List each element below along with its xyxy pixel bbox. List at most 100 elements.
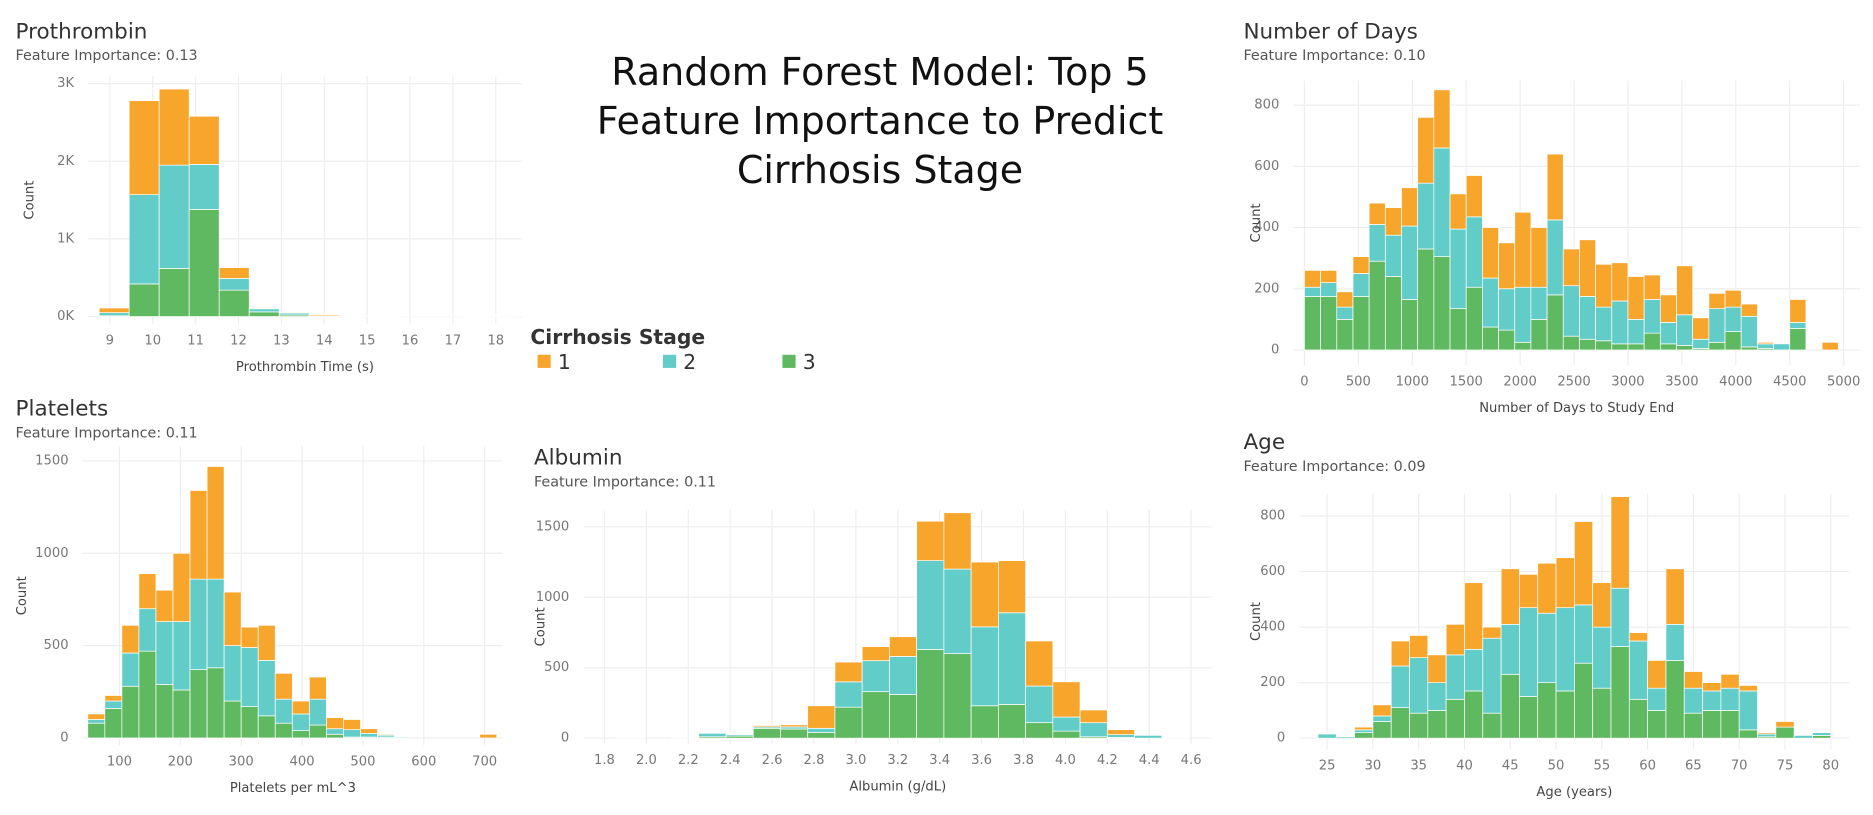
x-axis-label: Number of Days to Study End — [1479, 401, 1674, 416]
bar-segment — [1465, 216, 1483, 288]
bar-segment — [1134, 734, 1163, 739]
bar-segment — [698, 732, 727, 734]
bar-segment — [1368, 224, 1386, 262]
y-tick-label: 600 — [1260, 564, 1285, 579]
bar-segment — [257, 660, 276, 717]
x-tick-label: 2.6 — [762, 753, 783, 768]
bar-segment — [155, 621, 174, 685]
bar-segment — [1708, 292, 1726, 310]
x-tick-label: 3000 — [1611, 374, 1644, 389]
y-tick-label: 1000 — [536, 590, 569, 605]
x-tick-label: 18 — [487, 334, 504, 349]
bar-segment — [1724, 331, 1742, 351]
bar-segment — [158, 164, 190, 269]
bar-segment — [1738, 729, 1758, 739]
bar-segment — [752, 727, 781, 739]
bar-segment — [1595, 263, 1613, 308]
bar-segment — [1530, 286, 1548, 320]
y-tick-label: 800 — [1260, 509, 1285, 524]
chart-panel: Platelets Feature Importance: 0.11 0 500 100… — [15, 397, 503, 796]
y-tick-label: 0K — [57, 309, 74, 324]
bar-segment — [1352, 256, 1370, 274]
bar-segment — [223, 645, 242, 702]
bar-segment — [1708, 341, 1726, 351]
legend-label: 3 — [803, 350, 816, 374]
bar-segment — [218, 267, 250, 279]
bar-segment — [248, 308, 280, 313]
bar-segment — [394, 736, 412, 739]
bar-segment — [1659, 294, 1677, 323]
bar-segment — [1555, 607, 1575, 692]
bar-segment — [1052, 681, 1081, 718]
bar-segment — [1573, 521, 1594, 606]
bar-segment — [1500, 623, 1520, 675]
bar-segment — [104, 695, 123, 702]
bar-segment — [1628, 632, 1648, 642]
x-tick-label: 4.4 — [1139, 753, 1160, 768]
chart-subtitle: Feature Importance: 0.09 — [1243, 459, 1425, 475]
bar-segment — [916, 560, 945, 650]
bar-segment — [1610, 496, 1630, 589]
bar-segment — [1740, 346, 1758, 351]
bar-segment — [1775, 721, 1795, 728]
x-tick-label: 2.4 — [720, 753, 741, 768]
bar-segment — [1390, 640, 1410, 667]
x-tick-label: 4500 — [1773, 374, 1806, 389]
x-tick-label: 15 — [359, 334, 376, 349]
bar-segment — [218, 289, 250, 317]
bar-segment — [240, 706, 259, 739]
x-tick-label: 2000 — [1503, 374, 1536, 389]
bar-segment — [343, 729, 361, 738]
bar-segment — [1519, 607, 1539, 697]
x-tick-label: 3.2 — [887, 753, 908, 768]
bar-segment — [1417, 116, 1435, 184]
bar-segment — [1676, 314, 1694, 346]
bar-segment — [1775, 726, 1795, 739]
bar-segment — [1445, 698, 1465, 739]
y-axis-label: Count — [534, 607, 549, 646]
bar-segment — [1384, 207, 1402, 236]
bar-segment — [861, 660, 890, 693]
bar-segment — [1498, 329, 1516, 351]
bar-segment — [1724, 306, 1742, 332]
bar-segment — [671, 737, 700, 739]
x-tick-label: 10 — [144, 334, 161, 349]
x-tick-label: 25 — [1319, 759, 1336, 774]
x-tick-label: 700 — [472, 755, 497, 770]
y-tick-label: 0 — [1277, 731, 1285, 746]
bar-segment — [1433, 89, 1451, 149]
bar-segment — [1052, 716, 1081, 732]
bar-segment — [1665, 568, 1685, 625]
bar-segment — [1592, 687, 1612, 739]
bar-segment — [1592, 582, 1612, 628]
x-tick-label: 40 — [1456, 759, 1473, 774]
x-tick-label: 17 — [445, 334, 462, 349]
bar-segment — [1720, 710, 1740, 739]
bar-segment — [121, 624, 140, 654]
y-tick-label: 0 — [1271, 342, 1279, 357]
bar-segment — [326, 733, 344, 739]
bar-segment — [1692, 317, 1710, 340]
x-tick-label: 55 — [1593, 759, 1610, 774]
bar-segment — [1401, 225, 1419, 300]
bar-segment — [308, 698, 327, 726]
bar-segment — [128, 194, 160, 285]
bar-segment — [998, 612, 1026, 705]
bar-segment — [1592, 626, 1612, 689]
bar-segment — [223, 700, 242, 739]
bar-segment — [889, 694, 918, 739]
bar-segment — [1464, 582, 1484, 650]
bar-segment — [291, 700, 310, 715]
bar-segment — [1401, 187, 1419, 227]
bar-segment — [725, 733, 754, 736]
bar-segment — [1464, 690, 1484, 739]
bar-segment — [1537, 562, 1557, 614]
chart-subtitle: Feature Importance: 0.13 — [16, 48, 198, 64]
x-axis-label: Platelets per mL^3 — [230, 781, 356, 796]
bar-segment — [274, 722, 293, 739]
bar-segment — [1106, 734, 1135, 738]
bar-segment — [1384, 234, 1402, 277]
bar-segment — [889, 636, 918, 657]
x-tick-label: 50 — [1548, 759, 1565, 774]
